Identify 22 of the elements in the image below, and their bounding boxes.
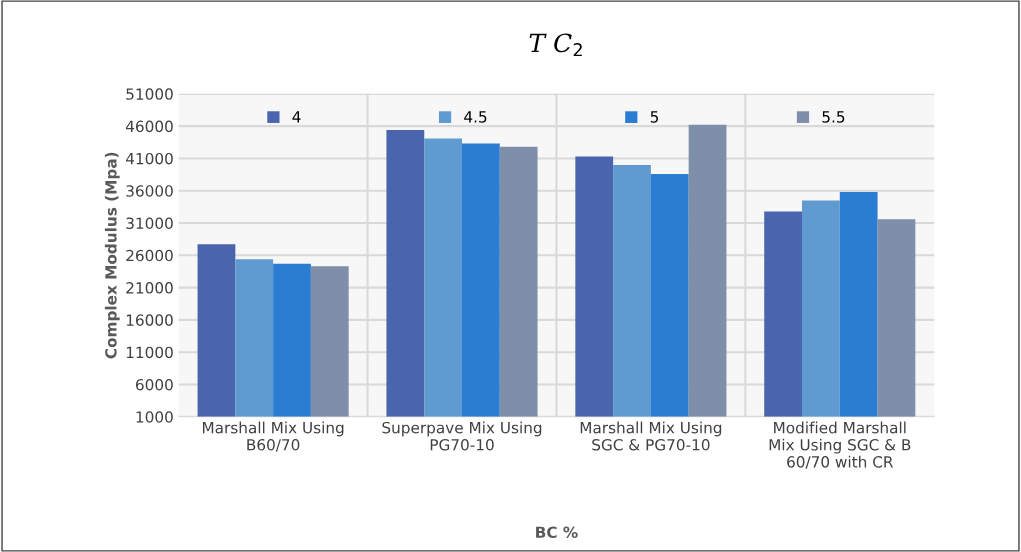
y-tick-label: 21000 (126, 282, 173, 294)
y-axis-title: Complex Modulus (Mpa) (104, 152, 120, 359)
y-tick-label: 36000 (126, 185, 173, 197)
y-tick-label: 1000 (136, 411, 173, 423)
x-axis-title: BC % (536, 526, 578, 538)
y-tick-label: 11000 (126, 346, 173, 359)
x-tick-label: Superpave Mix Using PG70-10 (382, 421, 542, 451)
chart-title: T C$_{2}$ (529, 33, 582, 57)
y-tick-label: 16000 (126, 314, 173, 326)
legend-label: 4 (292, 111, 301, 123)
legend-label: 5.5 (822, 111, 845, 123)
x-tick-label: Modified Marshall Mix Using SGC & B 60/70 with CR (769, 421, 911, 469)
y-tick-label: 26000 (126, 249, 173, 262)
x-tick-label: Marshall Mix Using B60/70 (202, 421, 344, 452)
y-tick-label: 6000 (136, 378, 173, 391)
legend-label: 5 (650, 111, 659, 123)
x-tick-label: Marshall Mix Using SGC & PG70-10 (580, 421, 722, 451)
y-tick-label: 41000 (125, 152, 173, 165)
y-tick-label: 51000 (126, 88, 173, 100)
legend-label: 4.5 (464, 111, 487, 123)
y-tick-label: 31000 (126, 217, 173, 230)
y-tick-label: 46000 (125, 120, 173, 133)
